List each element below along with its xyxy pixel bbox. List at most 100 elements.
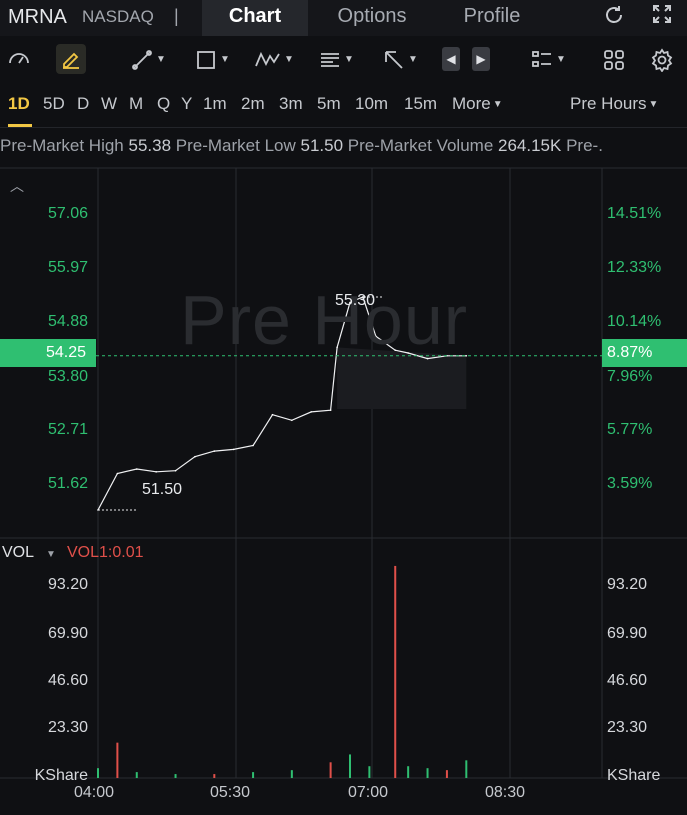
timeframe-5d[interactable]: 5D	[43, 94, 65, 113]
stats-trailing: Pre-.	[566, 136, 603, 155]
price-point	[232, 448, 235, 451]
layout-list-icon[interactable]: ▼	[530, 44, 566, 74]
pct-tick: 3.59%	[607, 475, 653, 492]
pattern-icon[interactable]: ▼	[254, 44, 294, 74]
volume-bar	[394, 565, 397, 778]
volume-bar	[252, 772, 255, 778]
price-tick: 57.06	[47, 205, 88, 222]
low-annotation: 51.50	[142, 481, 183, 498]
timeframe-15m[interactable]: 15m	[404, 94, 438, 113]
volume-bar	[465, 760, 468, 778]
price-point	[407, 352, 409, 354]
timeframe-1d[interactable]: 1D	[8, 94, 30, 113]
high-annotation: 55.30	[335, 292, 376, 309]
timeframe-5m[interactable]: 5m	[317, 94, 341, 113]
session-label: Pre Hours	[570, 94, 647, 113]
arrow-icon[interactable]: ▼	[382, 44, 418, 74]
top-bar: MRNA NASDAQ | Chart Options Profile	[0, 0, 687, 36]
price-tick: 54.88	[47, 313, 88, 330]
time-tick: 04:00	[74, 784, 115, 801]
volume-bar	[349, 754, 351, 778]
timeframe-bar: 1D 5D D W M Q Y 1m 2m 3m 5m 10m 15m More…	[0, 84, 687, 128]
price-point	[174, 469, 177, 472]
gauge-icon[interactable]	[6, 44, 32, 74]
current-price-tag: 54.25	[0, 339, 96, 367]
chart-grid	[0, 167, 687, 779]
timeframe-1m[interactable]: 1m	[203, 94, 227, 113]
price-point	[465, 355, 468, 357]
price-tick: 51.62	[47, 475, 88, 492]
current-pct-tag: 8.87%	[602, 339, 687, 367]
price-tick: 55.97	[47, 259, 88, 276]
collapse-chevron-icon[interactable]: ︿	[10, 178, 24, 194]
timeframe-2m[interactable]: 2m	[241, 94, 265, 113]
time-tick: 08:30	[485, 784, 526, 801]
volume-tick: 93.20	[607, 576, 648, 593]
timeframe-y[interactable]: Y	[181, 94, 193, 113]
volume-bar	[426, 768, 429, 778]
grid-icon[interactable]	[602, 44, 626, 74]
timeframe-w[interactable]: W	[101, 94, 118, 113]
volume-unit: KShare	[34, 767, 88, 784]
tab-options[interactable]: Options	[337, 5, 407, 27]
exchange-name: NASDAQ	[82, 7, 154, 26]
volume-tick: 23.30	[607, 719, 648, 736]
price-point	[116, 472, 119, 475]
price-tick: 53.80	[47, 368, 88, 385]
volume-bar	[290, 770, 293, 778]
time-tick: 07:00	[348, 784, 389, 801]
timeframe-m[interactable]: M	[129, 94, 144, 113]
price-point	[329, 409, 332, 411]
next-icon[interactable]: ▶	[472, 47, 490, 71]
timeframe-q[interactable]: Q	[157, 94, 171, 113]
header-separator: |	[174, 6, 179, 26]
volume-value: 264.15K	[498, 136, 562, 155]
tab-chart[interactable]: Chart	[202, 0, 308, 36]
price-point	[349, 301, 351, 304]
time-tick: 05:30	[210, 784, 251, 801]
pct-tick: 10.14%	[607, 313, 662, 330]
price-point	[213, 450, 216, 452]
settings-icon[interactable]	[650, 44, 674, 74]
rectangle-icon[interactable]: ▼	[194, 44, 230, 74]
session-dropdown[interactable]: Pre Hours ▼	[570, 94, 658, 114]
pencil-icon[interactable]	[56, 44, 86, 74]
volume-indicator-dropdown[interactable]: VOL	[2, 544, 35, 561]
prev-icon[interactable]: ◀	[442, 47, 460, 71]
chevron-down-icon[interactable]: ▼	[46, 549, 56, 560]
volume-tick: 93.20	[47, 576, 88, 593]
more-label: More	[452, 94, 491, 113]
price-line	[97, 296, 467, 511]
price-point	[271, 413, 274, 416]
volume-tick: 69.90	[47, 625, 88, 642]
timeframe-10m[interactable]: 10m	[355, 94, 389, 113]
refresh-icon[interactable]	[600, 3, 628, 31]
price-tick: 52.71	[47, 421, 88, 438]
volume-indicator-value: VOL1:0.01	[67, 544, 144, 561]
text-note-icon[interactable]: ▼	[318, 44, 354, 74]
pre-market-stats: Pre-Market High 55.38 Pre-Market Low 51.…	[0, 136, 687, 156]
pre-hour-watermark: Pre Hour	[180, 281, 469, 359]
price-point	[336, 346, 338, 349]
tab-profile[interactable]: Profile	[463, 5, 521, 27]
volume-series	[97, 565, 468, 778]
ticker-symbol: MRNA	[8, 6, 67, 28]
timeframe-3m[interactable]: 3m	[279, 94, 303, 113]
price-point	[362, 296, 364, 298]
volume-bar	[135, 772, 138, 778]
trend-line-icon[interactable]: ▼	[130, 44, 166, 74]
low-label: Pre-Market Low	[175, 136, 296, 155]
timeframe-d[interactable]: D	[77, 94, 90, 113]
active-timeframe-indicator	[8, 124, 32, 127]
more-timeframes-dropdown[interactable]: More ▼	[452, 94, 503, 114]
chevron-down-icon: ▼	[648, 99, 659, 111]
pct-tick: 12.33%	[607, 259, 662, 276]
price-point	[310, 411, 313, 413]
fullscreen-icon[interactable]	[648, 3, 676, 31]
volume-bar	[407, 766, 410, 778]
chevron-down-icon: ▼	[492, 99, 503, 111]
pct-tick: 14.51%	[607, 205, 662, 222]
volume-label: Pre-Market Volume	[347, 136, 494, 155]
price-point	[375, 335, 377, 337]
